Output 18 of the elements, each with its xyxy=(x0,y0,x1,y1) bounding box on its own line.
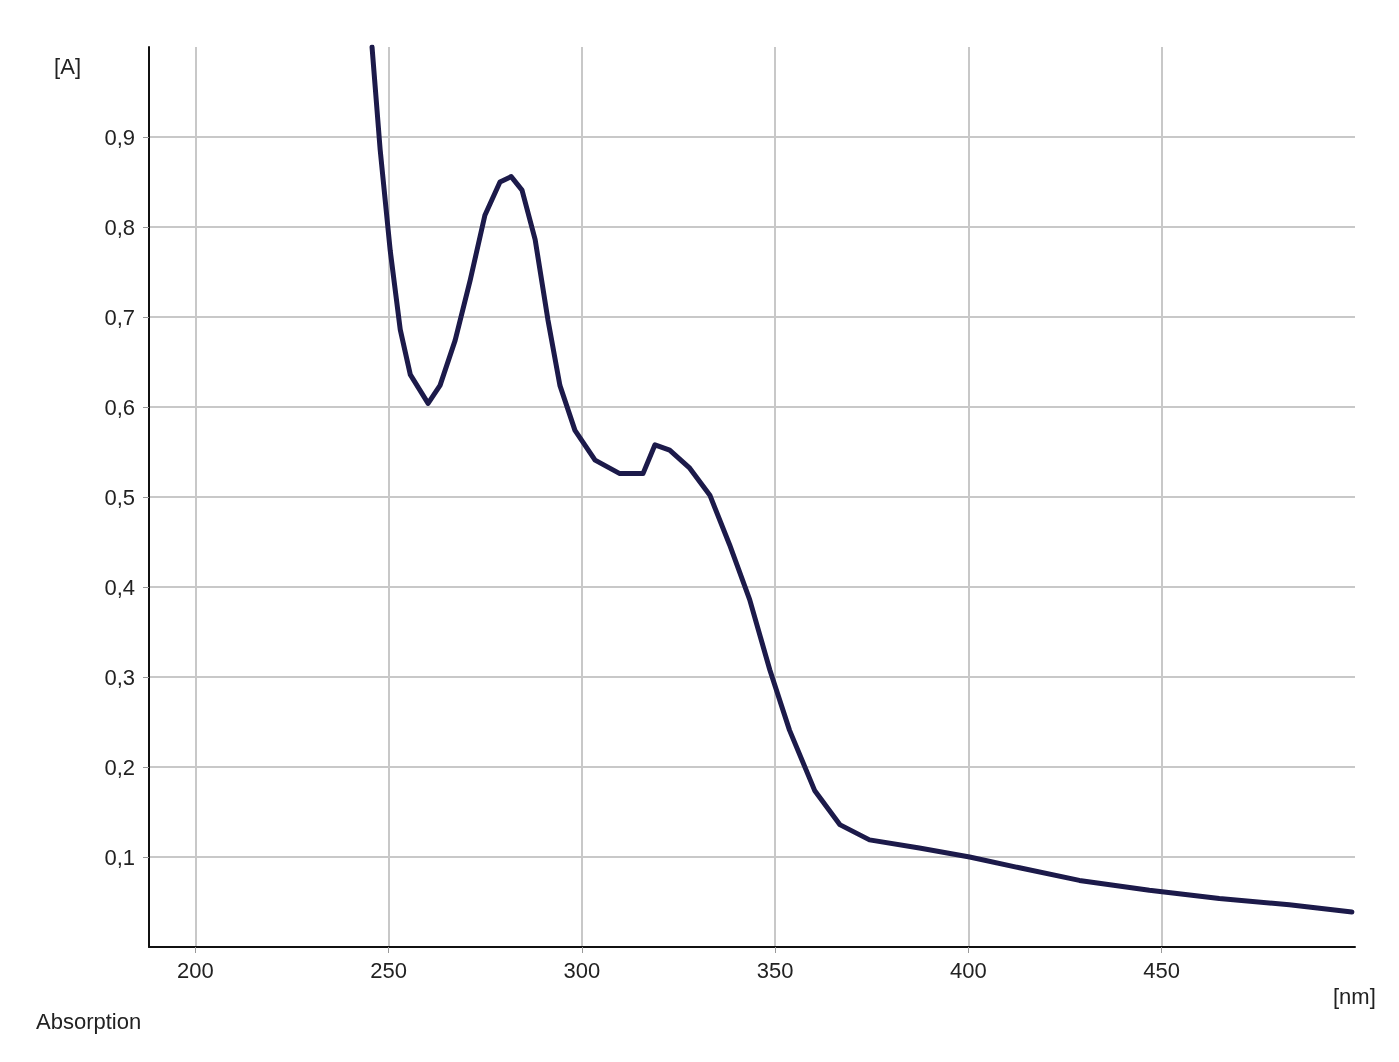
y-tick-label: 0,4 xyxy=(104,574,135,600)
y-tick-label: 0,9 xyxy=(104,124,135,150)
y-tick-label: 0,1 xyxy=(104,844,135,870)
x-tick-label: 300 xyxy=(563,957,601,983)
y-tick-label: 0,6 xyxy=(104,394,135,420)
text: Absorption xyxy=(36,1008,142,1034)
x-tick-label: 450 xyxy=(1143,957,1181,983)
x-tick-label: 200 xyxy=(177,957,214,983)
x-tick-label: 350 xyxy=(756,957,794,983)
x-tick-label: 250 xyxy=(370,957,408,983)
y-tick-label: 0,3 xyxy=(104,664,135,690)
y-tick-label: 0,5 xyxy=(104,484,135,510)
x-tick-label: 400 xyxy=(950,957,987,983)
x-axis-title: [nm] xyxy=(1333,983,1376,1009)
y-tick-label: 0,8 xyxy=(104,214,135,240)
y-axis-title: [A] xyxy=(54,53,81,79)
y-tick-label: 0,2 xyxy=(104,754,135,780)
y-tick-label: 0,7 xyxy=(104,304,135,330)
